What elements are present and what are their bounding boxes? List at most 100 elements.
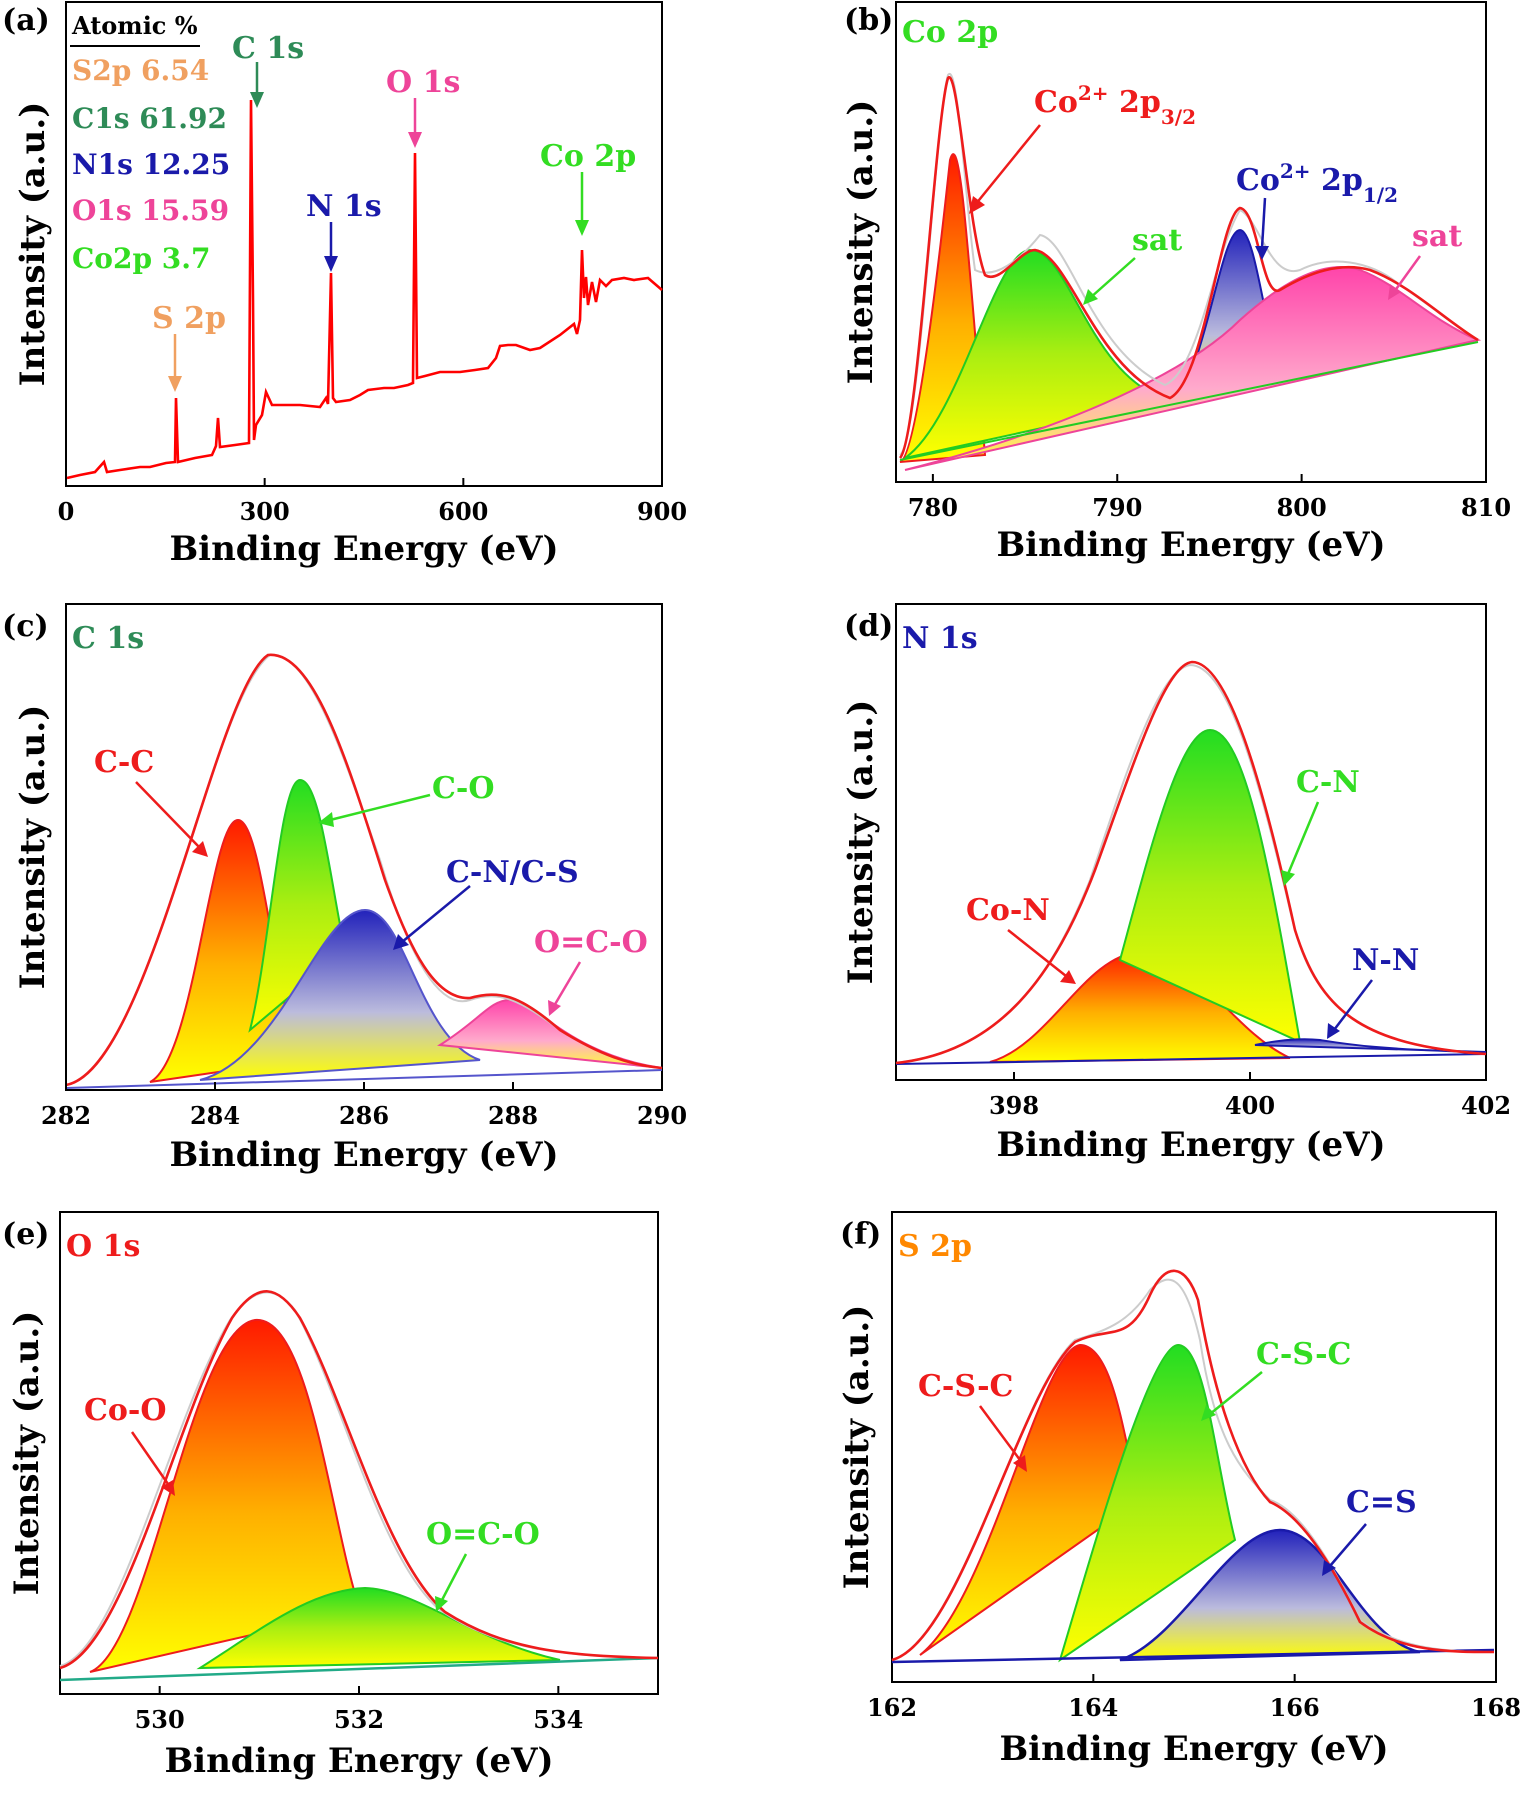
arrow-co2p32 [974,124,1041,206]
survey-spectrum [66,99,663,480]
x-axis-label: Binding Energy (eV) [996,525,1385,565]
arrowhead [1388,284,1401,300]
background-line [65,1069,663,1089]
arrowhead [1327,1023,1340,1039]
arrowhead [161,1480,175,1496]
axes-panel-2: 282 284 286 288 290 Binding Energy (eV) Intens… [13,705,687,1175]
arrowhead [1322,1560,1336,1576]
legend-item-co2p: Co2p 3.7 [72,242,210,275]
arrowhead [168,376,182,392]
x-tick-label: 288 [488,1101,538,1130]
background-line [899,341,1479,461]
background-line [891,1648,1495,1664]
x-axis-label: Binding Energy (eV) [169,1135,558,1175]
annotation-oco: O=C-O [426,1517,540,1552]
peak-label-c1s: C 1s [232,31,304,66]
x-axis-label: Binding Energy (eV) [164,1741,553,1781]
annotation-csc-2: C-S-C [1256,1337,1351,1372]
plot-frame [891,1211,1497,1683]
annotation-co2p12: Co2+ 2p1/2 [1236,159,1398,207]
peak-label-n1s: N 1s [306,189,382,224]
annotation-co: C-O [432,771,494,806]
legend-item-c1s: C1s 61.92 [72,102,227,135]
annotation-sat-2: sat [1412,219,1462,254]
x-tick-label: 286 [339,1101,389,1130]
annotation-sat-1: sat [1132,223,1182,258]
arrow-sat-2 [1392,255,1422,293]
panel-b: (b) Co 2p Co2+ 2p3/2 sat Co2+ 2p1/2 sat [844,1,1487,483]
annotation-cn-cs: C-N/C-S [446,855,579,890]
peak-annotation-c1s: C 1s [232,31,304,108]
arrowhead [969,196,985,214]
x-axis-label: Binding Energy (eV) [999,1729,1388,1769]
x-tick-label: 780 [908,493,958,522]
background-line [59,1656,659,1682]
panel-c: (c) C 1s C-C C-O C-N/C-S O=C-O [2,603,663,1091]
arrowhead [250,92,264,108]
x-tick-label: 532 [334,1705,384,1734]
panel-label: (b) [844,3,893,38]
arrow-cs-double [1329,1523,1367,1567]
x-tick-label: 810 [1461,493,1511,522]
x-tick-label: 168 [1471,1693,1521,1722]
arrowhead [1201,1405,1216,1421]
plot-frame [65,1,663,487]
axes-panel-5: 162 164 166 168 Binding Energy (eV) Intensity… [837,1305,1521,1769]
spectrum-title: S 2p [898,1229,972,1264]
x-tick-label: 900 [637,497,687,526]
peak-annotation-o1s: O 1s [386,65,460,148]
component-cn-cs [199,908,481,1081]
y-axis-label: Intensity (a.u.) [13,705,53,990]
x-axis-label: Binding Energy (eV) [169,529,558,569]
x-tick-label: 800 [1277,493,1327,522]
panel-label: (a) [2,3,50,38]
background-line [895,1053,1487,1065]
arrowhead [1255,246,1269,260]
panel-e: (e) O 1s Co-O O=C-O [2,1211,659,1695]
x-tick-label: 0 [58,497,75,526]
legend-title: Atomic % [71,11,198,40]
arrow-co2p12 [1260,197,1267,249]
arrow-cn-cs [401,885,471,943]
component-cs-double [1119,1528,1421,1662]
legend-item-s2p: S2p 6.54 [72,54,209,87]
x-tick-label: 400 [1225,1091,1275,1120]
panel-a: (a) Atomic % S2p 6.54 C1s 61.92 N1s 12.2… [2,1,663,487]
arrowhead [192,841,208,857]
axes-panel-4: 530 532 534 Binding Energy (eV) Intensity (a… [7,1311,583,1781]
arrow-nn [1333,979,1373,1031]
arrow-coo [130,1431,170,1485]
envelope-fit [65,653,663,1087]
peak-label-s2p: S 2p [152,301,226,336]
x-tick-label: 164 [1068,1693,1118,1722]
component-csc-1 [919,1343,1142,1656]
arrowhead [318,812,334,827]
arrowhead [435,1596,448,1612]
envelope-fit [891,1269,1495,1662]
fit-components [895,660,1487,1065]
panel-label: (e) [2,1217,49,1252]
x-tick-label: 790 [1092,493,1142,522]
fit-components [891,1269,1495,1664]
x-tick-label: 402 [1461,1091,1511,1120]
envelope-fit [895,660,1487,1065]
panel-label: (f) [840,1217,881,1252]
arrowhead [324,256,338,272]
arrow-oco [440,1553,468,1601]
legend-item-o1s: O1s 15.59 [72,194,229,227]
arrowhead [1060,970,1076,984]
peak-annotations: Co-O O=C-O [84,1393,540,1612]
axes-layer: 0 300 600 900 Binding Energy (eV) Intensity (… [7,100,1521,1781]
arrow-cn [1286,801,1320,875]
peak-annotations: Co-N C-N N-N [966,765,1419,1039]
envelope-fit [59,1290,659,1670]
x-tick-label: 600 [438,497,488,526]
panel-f: (f) S 2p C-S-C C-S-C C=S [840,1211,1497,1683]
x-tick-label: 162 [867,1693,917,1722]
component-coo [89,1318,362,1673]
annotation-nn: N-N [1352,943,1419,978]
annotation-cn: C-N [1296,765,1360,800]
x-tick-label: 290 [637,1101,687,1130]
axes-panel-1: 780 790 800 810 Binding Energy (eV) Intensity… [841,100,1511,565]
arrow-con [1007,929,1067,977]
